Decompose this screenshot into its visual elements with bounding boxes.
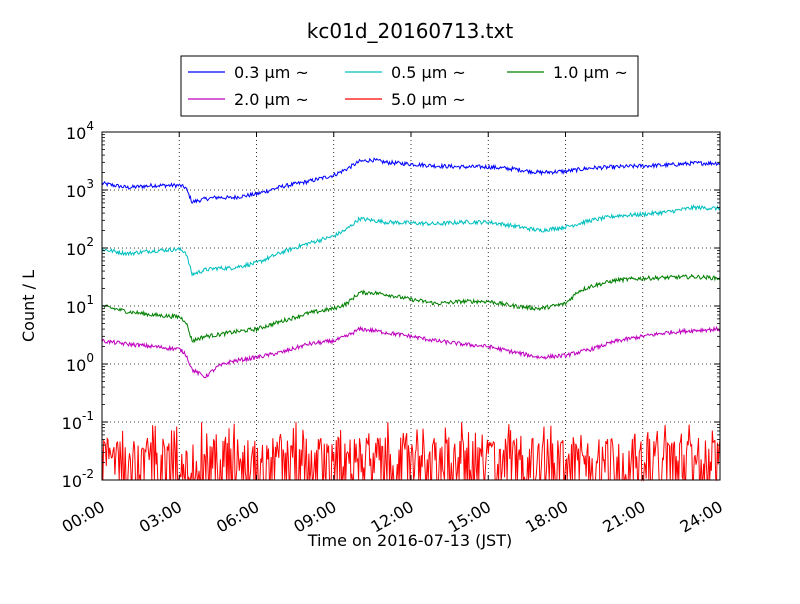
legend-items: 0.3 μm ~ 0.5 μm ~ 1.0 μm ~ 2.0 μm ~ 5.0 μm ~ — [188, 63, 628, 109]
series-line-2 — [101, 273, 721, 344]
y-tick-label: 102 — [66, 235, 94, 259]
y-tick-label: 10-1 — [62, 409, 94, 433]
legend-label-2: 1.0 μm ~ — [553, 63, 628, 82]
series-line-3 — [101, 325, 721, 379]
y-tick-label: 10-2 — [62, 467, 94, 491]
series-line-1 — [101, 204, 721, 277]
legend-label-3: 2.0 μm ~ — [234, 90, 309, 109]
series-line-4 — [101, 422, 721, 482]
y-axis-label: Count / L — [19, 270, 38, 342]
series-layer — [101, 157, 721, 482]
ticks — [101, 131, 721, 481]
grid — [102, 132, 720, 480]
legend-label-0: 0.3 μm ~ — [234, 63, 309, 82]
y-tick-label: 103 — [66, 177, 94, 201]
x-axis-label: Time on 2016-07-13 (JST) — [307, 531, 512, 550]
y-tick-labels: 10-2 10-1 100 101 102 103 104 — [62, 119, 94, 491]
y-tick-label: 104 — [66, 119, 94, 143]
y-tick-label: 100 — [66, 351, 94, 375]
series-line-0 — [101, 157, 721, 204]
legend-frame — [180, 55, 639, 117]
y-tick-label: 101 — [66, 293, 94, 317]
legend-label-4: 5.0 μm ~ — [391, 90, 466, 109]
chart-title: kc01d_20160713.txt — [307, 19, 514, 43]
legend-label-1: 0.5 μm ~ — [391, 63, 466, 82]
legend: 0.3 μm ~ 0.5 μm ~ 1.0 μm ~ 2.0 μm ~ 5.0 μm ~ — [180, 55, 639, 117]
